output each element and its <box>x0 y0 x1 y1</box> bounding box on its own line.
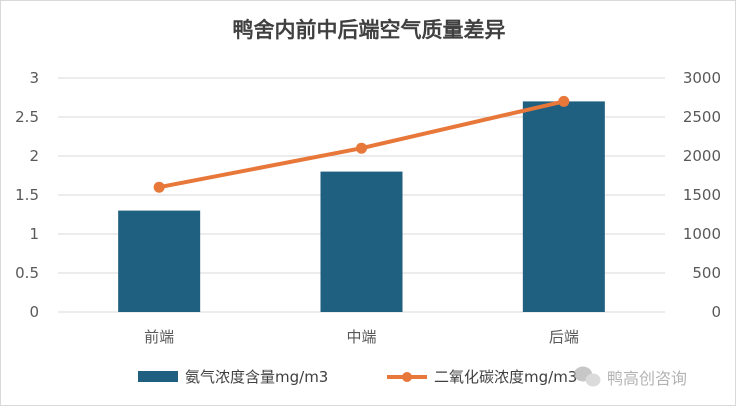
left-axis-tick-label: 3 <box>29 69 39 87</box>
left-axis-tick-label: 2 <box>29 147 39 165</box>
watermark-text: 鸭高创咨询 <box>607 369 687 388</box>
category-label: 前端 <box>144 328 174 346</box>
category-label: 中端 <box>346 328 376 346</box>
legend-label-bar: 氨气浓度含量mg/m3 <box>185 368 328 386</box>
right-axis-ticks: 0 500 1000 1500 2000 2500 3000 <box>683 69 721 321</box>
bar-前端 <box>118 210 201 312</box>
co2-point-后端 <box>558 95 570 107</box>
wechat-icon <box>574 366 601 387</box>
right-axis-tick-label: 0 <box>711 303 721 321</box>
right-axis-tick-label: 2000 <box>683 147 721 165</box>
left-axis-tick-label: 1.5 <box>15 186 39 204</box>
line-series <box>153 95 570 193</box>
co2-point-前端 <box>153 181 165 193</box>
left-axis-tick-label: 2.5 <box>15 108 39 126</box>
category-labels: 前端 中端 后端 <box>144 328 579 346</box>
category-label: 后端 <box>549 328 579 346</box>
right-axis-tick-label: 1500 <box>683 186 721 204</box>
left-axis-ticks: 0 0.5 1 1.5 2 2.5 3 <box>15 69 39 321</box>
legend-swatch-bar <box>138 371 178 382</box>
bar-series <box>118 101 605 313</box>
bar-后端 <box>522 101 605 313</box>
right-axis-tick-label: 1000 <box>683 225 721 243</box>
co2-point-中端 <box>356 142 367 154</box>
right-axis-tick-label: 2500 <box>683 108 721 126</box>
legend-label-line: 二氧化碳浓度mg/m3 <box>434 368 577 386</box>
left-axis-tick-label: 0 <box>29 303 39 321</box>
right-axis-tick-label: 3000 <box>683 69 721 87</box>
legend-swatch-marker <box>402 372 412 382</box>
chart-title: 鸭舍内前中后端空气质量差异 <box>233 18 506 42</box>
left-axis-tick-label: 1 <box>29 225 39 243</box>
right-axis-tick-label: 500 <box>692 264 721 282</box>
left-axis-tick-label: 0.5 <box>15 264 39 282</box>
bar-中端 <box>320 171 403 312</box>
legend: 氨气浓度含量mg/m3 二氧化碳浓度mg/m3 <box>138 368 577 386</box>
watermark: 鸭高创咨询 <box>574 366 687 388</box>
